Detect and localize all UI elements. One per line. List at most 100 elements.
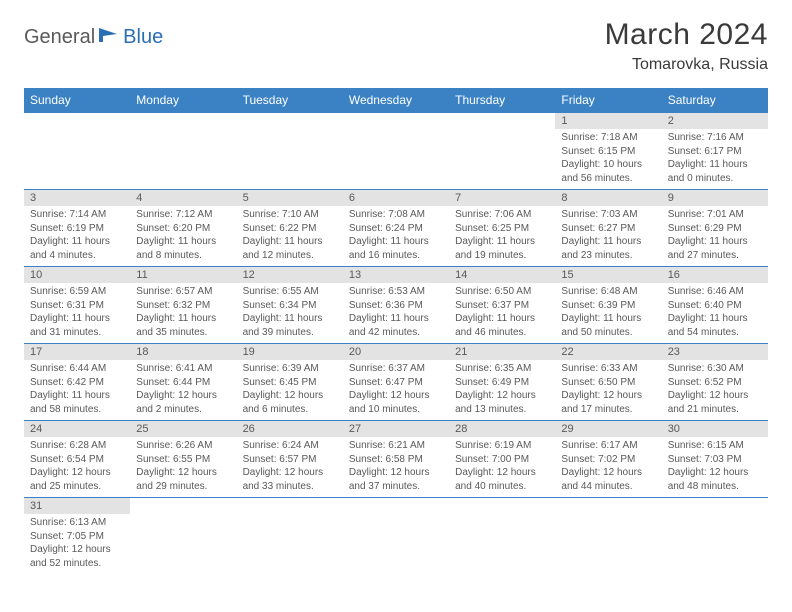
day-detail-cell: Sunrise: 6:13 AMSunset: 7:05 PMDaylight:…: [24, 514, 130, 574]
brand-logo: General Blue: [24, 18, 163, 49]
day-number-cell: 6: [343, 190, 449, 207]
day-number-cell: 2: [662, 113, 768, 130]
detail-row: Sunrise: 7:18 AMSunset: 6:15 PMDaylight:…: [24, 129, 768, 190]
sunrise-text: Sunrise: 7:10 AM: [243, 208, 337, 222]
day-detail-cell: Sunrise: 6:50 AMSunset: 6:37 PMDaylight:…: [449, 283, 555, 344]
sunset-text: Sunset: 7:02 PM: [561, 453, 655, 467]
calendar-body: 12Sunrise: 7:18 AMSunset: 6:15 PMDayligh…: [24, 113, 768, 575]
brand-part1: General: [24, 26, 95, 49]
location: Tomarovka, Russia: [605, 56, 768, 74]
sunrise-text: Sunrise: 6:17 AM: [561, 439, 655, 453]
sunset-text: Sunset: 6:31 PM: [30, 299, 124, 313]
daynum-row: 31: [24, 498, 768, 515]
sunrise-text: Sunrise: 7:06 AM: [455, 208, 549, 222]
day-detail-cell: [662, 514, 768, 574]
flag-icon: [99, 26, 121, 49]
daylight-text: Daylight: 11 hours and 35 minutes.: [136, 312, 230, 339]
weekday-header: Tuesday: [237, 88, 343, 113]
day-detail-cell: Sunrise: 6:41 AMSunset: 6:44 PMDaylight:…: [130, 360, 236, 421]
day-number-cell: 27: [343, 421, 449, 438]
daylight-text: Daylight: 11 hours and 54 minutes.: [668, 312, 762, 339]
daynum-row: 12: [24, 113, 768, 130]
day-number-cell: 16: [662, 267, 768, 284]
day-detail-cell: [555, 514, 661, 574]
sunrise-text: Sunrise: 7:12 AM: [136, 208, 230, 222]
daylight-text: Daylight: 12 hours and 17 minutes.: [561, 389, 655, 416]
daylight-text: Daylight: 11 hours and 58 minutes.: [30, 389, 124, 416]
sunset-text: Sunset: 6:50 PM: [561, 376, 655, 390]
day-detail-cell: Sunrise: 6:48 AMSunset: 6:39 PMDaylight:…: [555, 283, 661, 344]
detail-row: Sunrise: 7:14 AMSunset: 6:19 PMDaylight:…: [24, 206, 768, 267]
weekday-header-row: Sunday Monday Tuesday Wednesday Thursday…: [24, 88, 768, 113]
day-detail-cell: [24, 129, 130, 190]
sunrise-text: Sunrise: 7:18 AM: [561, 131, 655, 145]
day-detail-cell: Sunrise: 7:08 AMSunset: 6:24 PMDaylight:…: [343, 206, 449, 267]
day-detail-cell: Sunrise: 7:01 AMSunset: 6:29 PMDaylight:…: [662, 206, 768, 267]
day-detail-cell: [237, 514, 343, 574]
sunset-text: Sunset: 6:57 PM: [243, 453, 337, 467]
day-number-cell: 1: [555, 113, 661, 130]
daylight-text: Daylight: 11 hours and 27 minutes.: [668, 235, 762, 262]
daylight-text: Daylight: 11 hours and 50 minutes.: [561, 312, 655, 339]
brand-part2: Blue: [123, 26, 163, 49]
day-number-cell: [130, 113, 236, 130]
daylight-text: Daylight: 11 hours and 0 minutes.: [668, 158, 762, 185]
daylight-text: Daylight: 12 hours and 2 minutes.: [136, 389, 230, 416]
day-number-cell: 4: [130, 190, 236, 207]
day-number-cell: [237, 113, 343, 130]
day-number-cell: 10: [24, 267, 130, 284]
daylight-text: Daylight: 11 hours and 16 minutes.: [349, 235, 443, 262]
day-number-cell: 23: [662, 344, 768, 361]
daylight-text: Daylight: 12 hours and 29 minutes.: [136, 466, 230, 493]
day-number-cell: 22: [555, 344, 661, 361]
daylight-text: Daylight: 12 hours and 21 minutes.: [668, 389, 762, 416]
sunset-text: Sunset: 6:32 PM: [136, 299, 230, 313]
day-detail-cell: [237, 129, 343, 190]
day-number-cell: 14: [449, 267, 555, 284]
day-detail-cell: Sunrise: 6:17 AMSunset: 7:02 PMDaylight:…: [555, 437, 661, 498]
sunrise-text: Sunrise: 7:08 AM: [349, 208, 443, 222]
daylight-text: Daylight: 12 hours and 10 minutes.: [349, 389, 443, 416]
daylight-text: Daylight: 11 hours and 19 minutes.: [455, 235, 549, 262]
day-number-cell: 20: [343, 344, 449, 361]
sunrise-text: Sunrise: 6:30 AM: [668, 362, 762, 376]
daylight-text: Daylight: 12 hours and 48 minutes.: [668, 466, 762, 493]
day-number-cell: 11: [130, 267, 236, 284]
day-detail-cell: Sunrise: 6:44 AMSunset: 6:42 PMDaylight:…: [24, 360, 130, 421]
sunset-text: Sunset: 6:39 PM: [561, 299, 655, 313]
sunrise-text: Sunrise: 6:48 AM: [561, 285, 655, 299]
day-detail-cell: Sunrise: 6:37 AMSunset: 6:47 PMDaylight:…: [343, 360, 449, 421]
day-detail-cell: [343, 129, 449, 190]
sunrise-text: Sunrise: 6:37 AM: [349, 362, 443, 376]
calendar-table: Sunday Monday Tuesday Wednesday Thursday…: [24, 88, 768, 574]
detail-row: Sunrise: 6:13 AMSunset: 7:05 PMDaylight:…: [24, 514, 768, 574]
sunrise-text: Sunrise: 7:14 AM: [30, 208, 124, 222]
sunrise-text: Sunrise: 6:13 AM: [30, 516, 124, 530]
daylight-text: Daylight: 12 hours and 52 minutes.: [30, 543, 124, 570]
daylight-text: Daylight: 12 hours and 6 minutes.: [243, 389, 337, 416]
sunset-text: Sunset: 6:42 PM: [30, 376, 124, 390]
day-detail-cell: Sunrise: 6:57 AMSunset: 6:32 PMDaylight:…: [130, 283, 236, 344]
sunset-text: Sunset: 6:20 PM: [136, 222, 230, 236]
day-detail-cell: Sunrise: 6:35 AMSunset: 6:49 PMDaylight:…: [449, 360, 555, 421]
day-detail-cell: Sunrise: 6:26 AMSunset: 6:55 PMDaylight:…: [130, 437, 236, 498]
sunrise-text: Sunrise: 6:55 AM: [243, 285, 337, 299]
weekday-header: Friday: [555, 88, 661, 113]
day-number-cell: [343, 113, 449, 130]
day-number-cell: 3: [24, 190, 130, 207]
day-number-cell: 29: [555, 421, 661, 438]
sunset-text: Sunset: 6:44 PM: [136, 376, 230, 390]
day-detail-cell: Sunrise: 7:14 AMSunset: 6:19 PMDaylight:…: [24, 206, 130, 267]
day-number-cell: 26: [237, 421, 343, 438]
day-number-cell: [343, 498, 449, 515]
sunset-text: Sunset: 6:34 PM: [243, 299, 337, 313]
day-number-cell: 30: [662, 421, 768, 438]
day-detail-cell: Sunrise: 7:10 AMSunset: 6:22 PMDaylight:…: [237, 206, 343, 267]
sunrise-text: Sunrise: 6:41 AM: [136, 362, 230, 376]
day-number-cell: 12: [237, 267, 343, 284]
month-title: March 2024: [605, 18, 768, 52]
detail-row: Sunrise: 6:44 AMSunset: 6:42 PMDaylight:…: [24, 360, 768, 421]
sunset-text: Sunset: 7:05 PM: [30, 530, 124, 544]
daylight-text: Daylight: 11 hours and 31 minutes.: [30, 312, 124, 339]
day-number-cell: 24: [24, 421, 130, 438]
